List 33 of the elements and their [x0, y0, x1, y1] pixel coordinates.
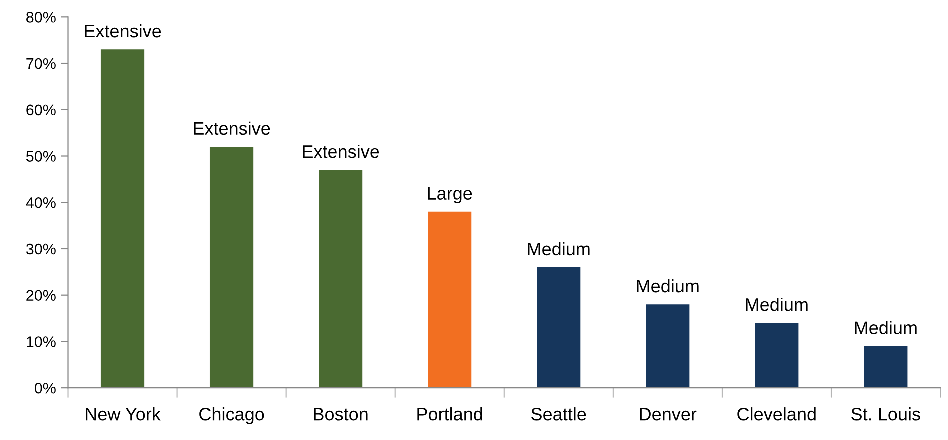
bar	[755, 323, 799, 388]
x-tick-label: Boston	[314, 408, 368, 421]
bar	[428, 212, 472, 388]
data-label: Extensive	[194, 122, 270, 136]
bar	[864, 346, 908, 388]
x-tick-label: St. Louis	[852, 408, 920, 421]
bar	[100, 50, 145, 388]
bar	[210, 146, 254, 388]
data-label: Extensive	[85, 24, 162, 38]
data-label: Medium	[528, 242, 590, 256]
y-tick-label: 10%	[27, 336, 56, 348]
bar	[646, 304, 690, 388]
data-label: Medium	[746, 298, 808, 312]
y-tick-label: 30%	[26, 244, 56, 255]
x-tick-label: Cleveland	[738, 408, 816, 421]
x-tick-label: Seattle	[532, 408, 586, 421]
bar	[319, 170, 363, 388]
y-tick-label: 0%	[34, 382, 56, 394]
y-tick-label: 20%	[26, 290, 56, 302]
data-label: Medium	[637, 279, 699, 293]
x-tick-label: Chicago	[200, 408, 264, 424]
y-tick-label: 80%	[26, 12, 56, 23]
y-tick-label: 70%	[26, 58, 56, 70]
data-label: Extensive	[303, 145, 380, 158]
y-tick-label: 40%	[26, 197, 56, 208]
data-label: Large	[428, 187, 472, 204]
bar	[537, 268, 581, 388]
y-tick-label: 50%	[26, 151, 56, 162]
x-tick-label: Denver	[640, 408, 697, 421]
data-label: Medium	[855, 321, 917, 334]
x-tick-label: Portland	[418, 408, 482, 421]
x-tick-label: New York	[86, 408, 161, 421]
y-tick-label: 60%	[26, 104, 56, 116]
